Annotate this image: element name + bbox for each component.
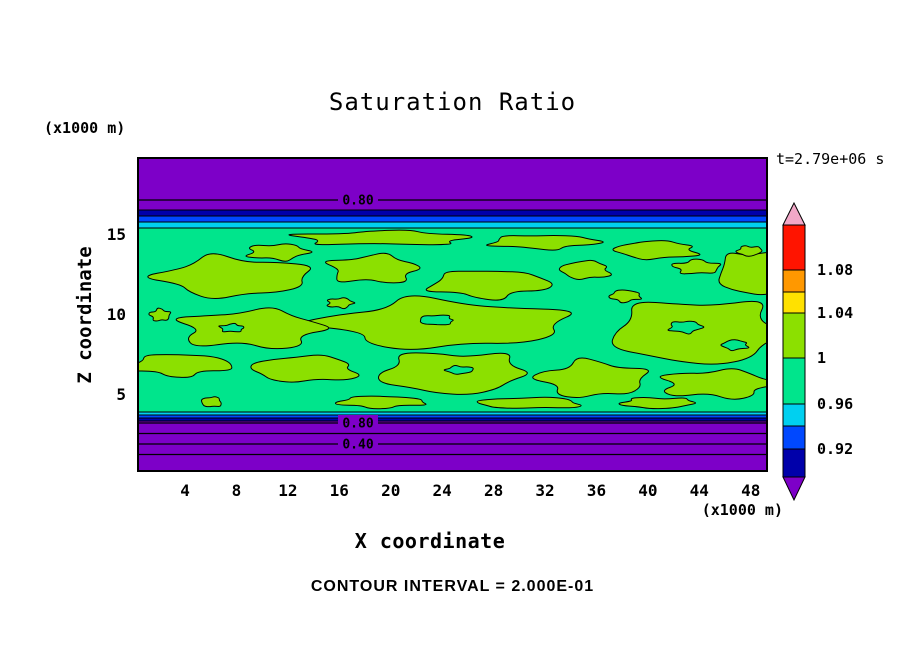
colorbar-tick-label: 1.04 <box>817 304 853 322</box>
fill-band-purple <box>137 421 768 472</box>
x-tick-label: 4 <box>180 481 190 500</box>
x-tick-label: 40 <box>638 481 658 500</box>
colorbar-segment <box>782 403 806 427</box>
contour-label-mask <box>338 192 378 208</box>
colorbar-segment <box>782 224 806 271</box>
contour-lines: 0.80 0.80 0.40 <box>137 192 768 456</box>
colorbar-segment <box>782 269 806 293</box>
contour-label-mask <box>338 436 378 452</box>
colorbar-segment <box>782 291 806 314</box>
fill-band-purple <box>137 157 768 210</box>
contour-label-mask <box>338 415 378 431</box>
x-tick-label: 32 <box>535 481 555 500</box>
fill-band-cyan <box>137 222 768 228</box>
fill-band-navy <box>137 210 768 216</box>
colorbar-segment <box>782 357 806 405</box>
saturation-blob <box>532 357 649 399</box>
colorbar-arrow-bottom <box>782 476 806 502</box>
colorbar: 1.08 1.04 1 0.96 0.92 <box>782 201 853 502</box>
saturation-blob <box>148 307 172 322</box>
y-tick-label: 15 <box>106 225 126 244</box>
saturation-blob <box>147 253 312 299</box>
saturation-blob <box>250 354 360 383</box>
saturation-blob <box>334 395 427 410</box>
saturation-blob <box>137 354 233 378</box>
fill-band-cyan <box>137 412 768 415</box>
contour-label: 0.80 <box>342 417 373 432</box>
colorbar-tick-label: 1 <box>817 349 826 367</box>
fill-band-blue <box>137 415 768 418</box>
saturation-blob-hole <box>720 339 750 352</box>
x-tick-label: 44 <box>689 481 709 500</box>
y-tick-label: 10 <box>106 305 126 324</box>
saturation-blob <box>425 270 553 301</box>
x-tick-label: 24 <box>432 481 452 500</box>
time-annotation: t=2.79e+06 s <box>776 150 885 168</box>
saturation-blob <box>612 240 701 261</box>
saturation-blob <box>175 307 330 350</box>
colorbar-arrow-top <box>782 201 806 226</box>
contour-interval-caption: CONTOUR INTERVAL = 2.000E-01 <box>310 578 595 595</box>
saturation-blob-hole <box>218 322 245 333</box>
contour-label: 0.80 <box>342 194 373 209</box>
contour-plot: 0.80 0.80 0.40 <box>137 157 768 472</box>
x-axis-unit: (x1000 m) <box>701 501 783 519</box>
saturation-blob <box>659 368 768 400</box>
saturation-blob <box>486 235 604 251</box>
saturation-blob <box>735 245 763 257</box>
saturation-blob <box>326 297 356 310</box>
x-tick-label: 36 <box>586 481 607 500</box>
x-tick-label: 48 <box>741 481 761 500</box>
saturation-blob <box>558 259 612 280</box>
x-axis-label: X coordinate <box>354 529 506 553</box>
colorbar-segment <box>782 425 806 450</box>
contour-blobs <box>137 229 768 410</box>
x-tick-label: 16 <box>329 481 349 500</box>
colorbar-segment <box>782 448 806 478</box>
colorbar-segment <box>782 312 806 359</box>
y-axis-ticks: 5 10 15 <box>88 157 128 472</box>
y-tick-label: 5 <box>116 385 126 404</box>
saturation-blob-hole <box>443 364 474 375</box>
x-tick-label: 12 <box>278 481 298 500</box>
plot-frame <box>137 157 768 472</box>
x-tick-label: 28 <box>483 481 504 500</box>
colorbar-tick-label: 1.08 <box>817 261 853 279</box>
x-axis-ticks: 4 8 12 16 20 24 28 32 36 40 44 48 <box>137 481 768 501</box>
saturation-blob-hole <box>419 314 454 326</box>
saturation-blob <box>200 396 222 408</box>
saturation-blob <box>618 397 697 410</box>
fill-band-navy <box>137 418 768 421</box>
saturation-blob <box>325 252 421 284</box>
contour-label: 0.40 <box>342 438 373 453</box>
saturation-blob <box>671 258 722 275</box>
fill-band-blue <box>137 216 768 222</box>
y-axis-unit: (x1000 m) <box>44 119 126 137</box>
saturation-blob <box>476 396 582 409</box>
chart-title: Saturation Ratio <box>328 88 577 116</box>
x-tick-label: 8 <box>231 481 242 500</box>
saturation-blob-hole <box>667 320 705 335</box>
colorbar-tick-label: 0.96 <box>817 395 853 413</box>
x-tick-label: 20 <box>381 481 401 500</box>
colorbar-tick-label: 0.92 <box>817 440 853 458</box>
saturation-blob <box>245 243 313 262</box>
saturation-blob <box>608 289 642 304</box>
saturation-blob <box>288 229 473 246</box>
